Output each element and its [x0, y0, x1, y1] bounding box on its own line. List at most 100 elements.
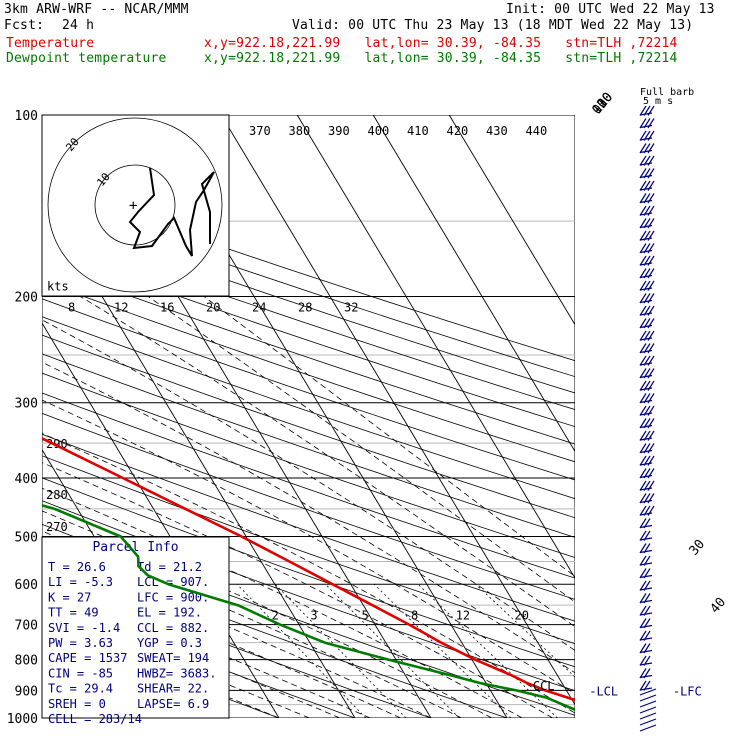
- parcel-info-left: LI = -5.3: [48, 575, 113, 589]
- barb-flag: [639, 443, 647, 454]
- barb-flag: [639, 568, 647, 579]
- barb-flag: [647, 380, 655, 391]
- level-annotation: -LFC: [673, 684, 702, 698]
- barb-flag: [643, 130, 651, 141]
- barb-flag: [643, 143, 651, 154]
- barb-flag: [639, 593, 647, 604]
- barb-flag: [647, 155, 655, 166]
- surface-barb: [639, 712, 657, 720]
- barb-flag: [647, 105, 655, 116]
- barb-flag: [639, 118, 647, 129]
- wind-barb: [639, 218, 655, 229]
- barb-caption: Full barb: [640, 87, 694, 98]
- wind-barb: [639, 343, 655, 354]
- wind-barb: [639, 205, 655, 216]
- barb-shaft: [639, 624, 653, 629]
- barb-flag: [647, 230, 655, 241]
- barb-flag: [643, 630, 651, 641]
- dewpoint-profile: [42, 503, 575, 712]
- wind-barb: [639, 668, 653, 679]
- pressure-label: 700: [15, 619, 38, 634]
- pressure-label: 100: [15, 109, 38, 124]
- parcel-info-left: TT = 49: [48, 606, 99, 620]
- barb-flag: [639, 618, 647, 629]
- parcel-info-right: LCL = 907.: [137, 575, 209, 589]
- hodograph-trace: [128, 167, 215, 257]
- barb-flag: [639, 268, 647, 279]
- moist-adiabat: [42, 361, 575, 674]
- barb-flag: [639, 555, 647, 566]
- temperature-profile: [42, 436, 575, 702]
- barb-shaft: [639, 687, 653, 691]
- barb-flag: [647, 293, 655, 304]
- barb-flag: [643, 580, 651, 591]
- pressure-label: 500: [15, 530, 38, 545]
- isotherm-line: [296, 115, 575, 579]
- barb-flag: [639, 293, 647, 304]
- barb-flag: [647, 468, 655, 479]
- barb-flag: [643, 230, 651, 241]
- barb-flag: [639, 643, 647, 654]
- theta-label: 400: [368, 124, 390, 138]
- barb-flag: [643, 243, 651, 254]
- dry-adiabat: [42, 599, 356, 718]
- wind-barb: [639, 530, 653, 541]
- mixing-ratio-line: [373, 583, 512, 718]
- dry-adiabat: [42, 183, 575, 362]
- dry-adiabat: [42, 573, 432, 718]
- wind-barb: [639, 155, 655, 166]
- hodograph-ring-outer: [47, 117, 223, 293]
- barb-shaft: [639, 674, 653, 679]
- barb-flag: [639, 605, 647, 616]
- barb-flag: [639, 305, 647, 316]
- surface-barb: [639, 718, 657, 726]
- parcel-info-right: LAPSE= 6.9: [137, 697, 209, 711]
- barb-flag: [647, 343, 655, 354]
- wind-barb: [639, 643, 653, 654]
- wind-barb: [639, 143, 655, 154]
- parcel-info-right: YGP = 0.3: [137, 636, 202, 650]
- parcel-info-left: SVI = -1.4: [48, 621, 120, 635]
- dewpoint-legend: Dewpoint temperature: [6, 51, 167, 66]
- barb-flag: [647, 443, 655, 454]
- barb-flag: [639, 668, 647, 679]
- model-title: 3km ARW-WRF -- NCAR/MMM: [4, 2, 189, 17]
- parcel-info-right: HWBZ= 3683.: [137, 666, 216, 680]
- theta-label: 370: [249, 124, 271, 138]
- parcel-info-left: CIN = -85: [48, 666, 113, 680]
- temperature-legend: Temperature: [6, 36, 95, 51]
- barb-flag: [639, 343, 647, 354]
- isotherm-line: [448, 115, 575, 326]
- wind-barb: [639, 130, 655, 141]
- barb-flag: [643, 493, 651, 504]
- wind-barb: [639, 118, 655, 129]
- surface-barb: [639, 724, 657, 732]
- pressure-label: 300: [15, 397, 38, 412]
- dry-adiabat: [42, 334, 575, 519]
- barb-flag: [639, 680, 647, 691]
- dry-adiabat: [42, 280, 575, 463]
- barb-flag: [647, 430, 655, 441]
- barb-flag: [643, 268, 651, 279]
- barb-flag: [643, 505, 651, 516]
- barb-flag: [643, 680, 651, 691]
- mixing-ratio-label: 3: [310, 609, 317, 623]
- barb-flag: [647, 218, 655, 229]
- surface-barb: [639, 694, 657, 702]
- wind-barb: [639, 455, 655, 466]
- barb-flag: [639, 155, 647, 166]
- barb-flag: [643, 655, 651, 666]
- parcel-info-left: K = 27: [48, 590, 91, 604]
- parcel-info-left: PW = 3.63: [48, 636, 113, 650]
- barb-flag: [639, 405, 647, 416]
- barb-flag: [647, 280, 655, 291]
- wind-barb: [639, 593, 653, 604]
- mixing-ratio-line: [236, 583, 367, 718]
- hodograph-units: kts: [47, 280, 69, 294]
- wind-barb: [639, 393, 655, 404]
- wind-barb: [639, 355, 655, 366]
- mixing-ratio-label: 8: [411, 609, 418, 623]
- theta-label: 420: [447, 124, 469, 138]
- barb-shaft: [639, 637, 653, 641]
- wind-barb: [639, 443, 655, 454]
